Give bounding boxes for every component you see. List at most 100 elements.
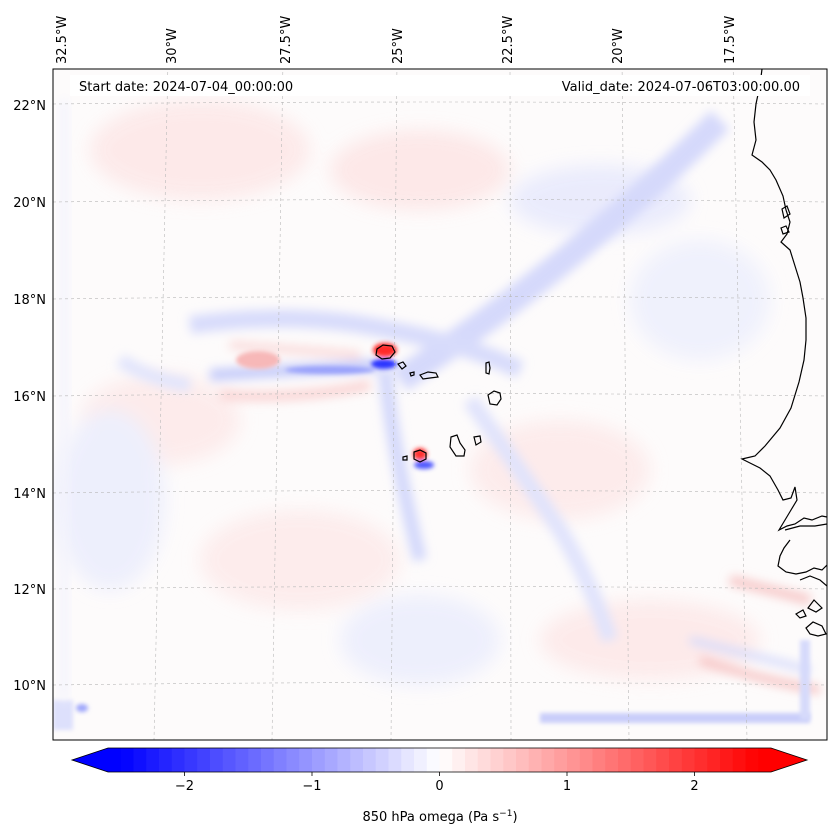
colorbar-cell [528, 748, 543, 772]
omega-negative-region [414, 461, 434, 469]
colorbar-cell [108, 748, 122, 772]
coastline-guinea-bissau-islands [795, 575, 827, 637]
colorbar-cell [133, 748, 147, 772]
colorbar-cell [401, 748, 415, 772]
start-date-label: Start date: 2024-07-04_00:00:00 [79, 80, 293, 95]
colorbar-cell [579, 748, 594, 772]
coastline-mauritania-senegal [740, 69, 827, 532]
omega-positive-region [470, 420, 650, 520]
lat-label: 18°N [13, 293, 46, 308]
colorbar-cell [490, 748, 504, 772]
omega-negative-band [188, 309, 525, 379]
colorbar-cell [656, 748, 670, 772]
omega-positive-region [90, 100, 310, 200]
omega-negative-band [463, 395, 618, 643]
lon-label: 17.5°W [723, 16, 738, 64]
colorbar-cell [426, 748, 441, 772]
colorbar-label-end: ) [512, 810, 517, 825]
omega-boundary-artefact [60, 100, 68, 700]
omega-positive-band [219, 380, 372, 402]
lon-label: 27.5°W [279, 16, 294, 64]
colorbar-cell [503, 748, 517, 772]
omega-positive-region [373, 343, 397, 357]
colorbar-cell [414, 748, 428, 772]
omega-positive-region [330, 130, 510, 210]
colorbar-cell [618, 748, 632, 772]
colorbar-label-sup: −1 [499, 809, 512, 819]
omega-negative-region [630, 240, 770, 360]
colorbar-cell [235, 748, 249, 772]
colorbar-label: 850 hPa omega (Pa s−1) [362, 809, 517, 825]
omega-negative-band [116, 354, 191, 392]
colorbar-label-main: 850 hPa omega (Pa s [362, 810, 499, 825]
coastline-guinea-bissau [777, 539, 827, 575]
colorbar-cell [745, 748, 759, 772]
colorbar-cell [541, 748, 555, 772]
colorbar-cell [210, 748, 224, 772]
omega-field [53, 100, 821, 730]
omega-negative-band [689, 636, 811, 674]
colorbar-cell [516, 748, 530, 772]
omega-positive-region [200, 510, 400, 610]
colorbar-cell [146, 748, 160, 772]
graticule [53, 69, 827, 740]
valid-date-label: Valid_date: 2024-07-06T03:00:00.00 [562, 80, 800, 95]
colorbar-cell [605, 748, 619, 772]
map-panel [53, 69, 827, 740]
island-sao-vicente [397, 361, 407, 370]
map-frame [52, 68, 828, 741]
lon-label: 20°W [611, 28, 626, 64]
omega-negative-region [371, 359, 397, 369]
colorbar-cell [312, 748, 326, 772]
lat-label: 12°N [13, 583, 46, 598]
lon-label: 22.5°W [501, 16, 516, 64]
colorbar-extend-min [72, 748, 108, 772]
colorbar-cell [171, 748, 186, 772]
colorbar-tick-label: −2 [175, 779, 194, 794]
omega-boundary-artefact [76, 704, 88, 712]
omega-negative-band [378, 369, 427, 562]
colorbar-cell [222, 748, 237, 772]
colorbar: −2 −1 0 1 2 850 hPa omega (Pa s−1) [70, 747, 809, 825]
colorbar-tick-label: 2 [690, 779, 698, 794]
omega-positive-band [728, 575, 812, 605]
colorbar-cell [184, 748, 198, 772]
island-tidra [781, 205, 791, 219]
island-fogo [413, 449, 427, 463]
colorbar-cell [273, 748, 288, 772]
lat-label: 20°N [13, 196, 46, 211]
colorbar-tick-label: 0 [435, 779, 443, 794]
lon-label: 30°W [165, 28, 180, 64]
omega-boundary-artefact [800, 640, 810, 720]
omega-negative-region [285, 366, 375, 374]
colorbar-tick-label: 1 [563, 779, 571, 794]
colorbar-cell [286, 748, 300, 772]
island-santiago [449, 434, 466, 457]
colorbar-cell [720, 748, 734, 772]
colorbar-cell [337, 748, 351, 772]
coastline-gambia-inlet [784, 523, 827, 531]
colorbar-cell [592, 748, 606, 772]
island-maio [473, 435, 482, 446]
lat-label: 16°N [13, 390, 46, 405]
colorbar-cell [388, 748, 402, 772]
lon-labels: 32.5°W 30°W 27.5°W 25°W 22.5°W 20°W 17.5… [55, 16, 738, 64]
omega-negative-region [340, 595, 500, 685]
colorbar-cell [375, 748, 390, 772]
colorbar-cell [477, 748, 492, 772]
colorbar-cell [261, 748, 275, 772]
colorbar-cell [707, 748, 721, 772]
lon-label: 32.5°W [55, 16, 70, 64]
lat-labels: 22°N 20°N 18°N 16°N 14°N 12°N 10°N [13, 99, 46, 694]
colorbar-cell [363, 748, 377, 772]
omega-negative-region [55, 410, 165, 590]
omega-positive-region [236, 351, 280, 369]
lat-label: 10°N [13, 679, 46, 694]
island-sao-nicolau [419, 371, 439, 380]
lon-label: 25°W [391, 28, 406, 64]
lat-label: 22°N [13, 99, 46, 114]
colorbar-cell [554, 748, 568, 772]
colorbar-cell [732, 748, 747, 772]
island-santo-antao [375, 344, 396, 360]
